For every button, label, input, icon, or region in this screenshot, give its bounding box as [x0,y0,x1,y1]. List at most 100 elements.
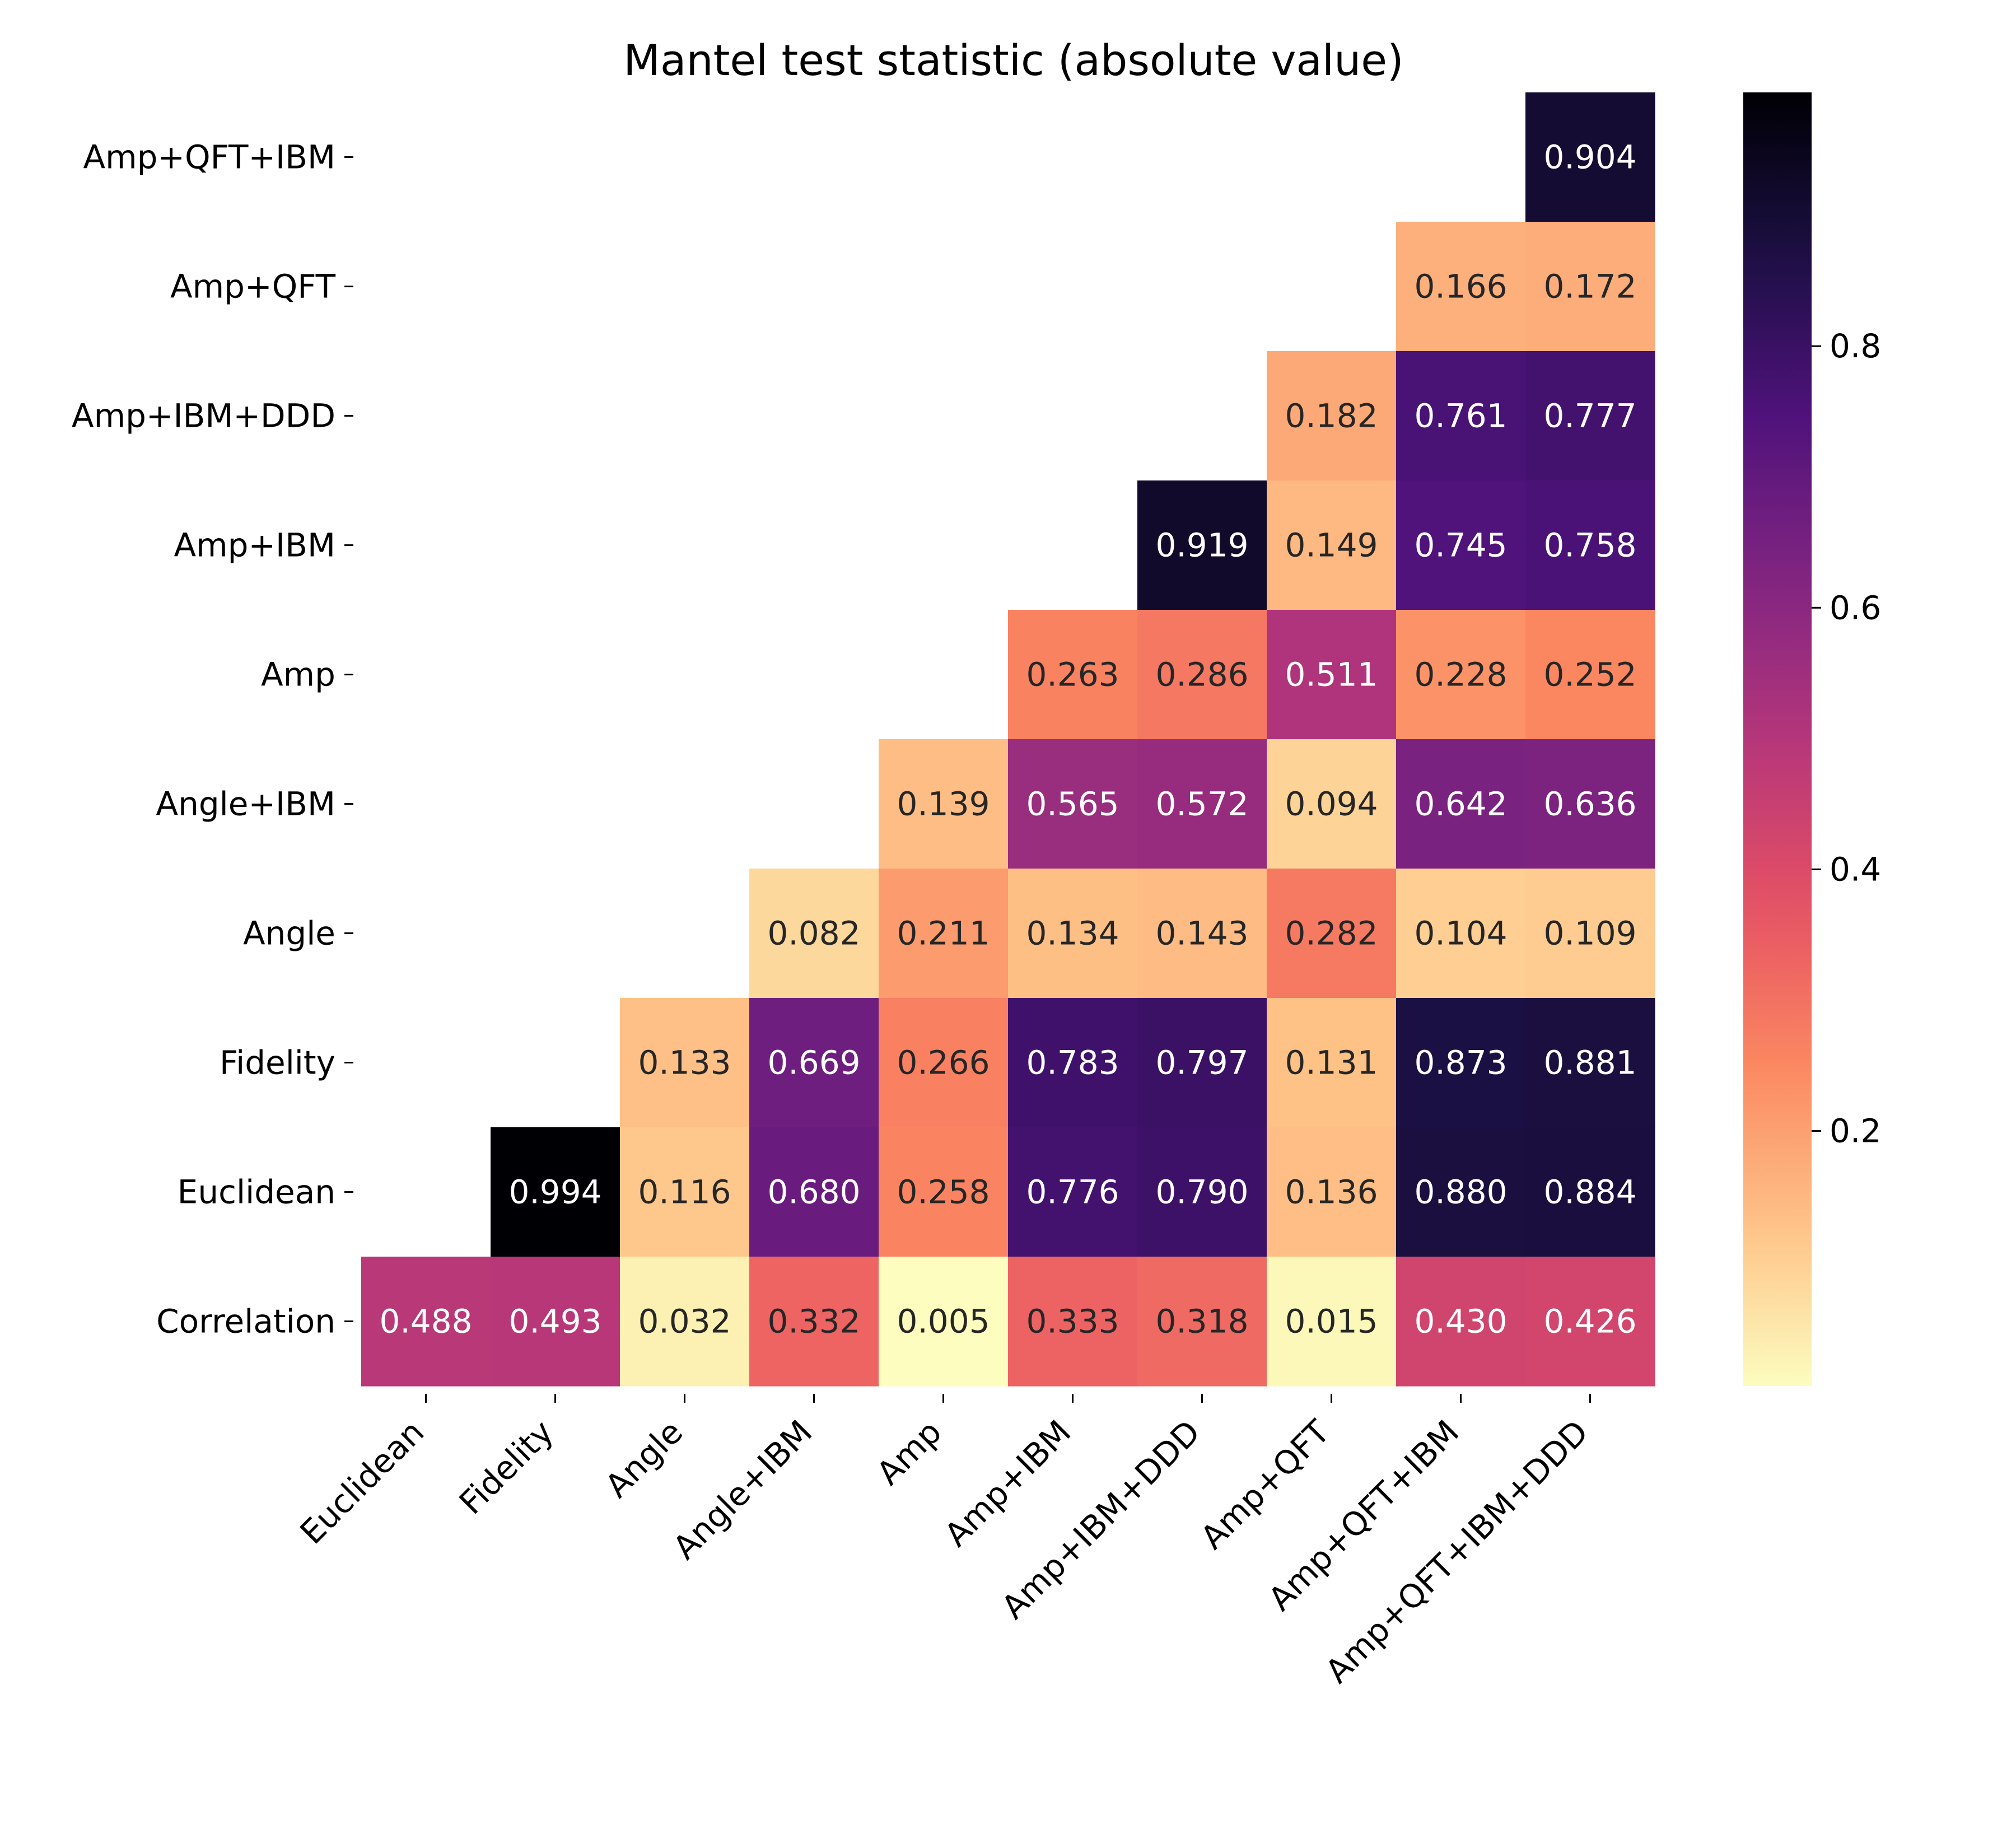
heatmap-cell [620,998,750,1128]
cell-value-label: 0.430 [1414,1303,1507,1341]
cell-value-label: 0.143 [1155,914,1248,953]
heatmap-cell [1008,610,1138,740]
heatmap-cell [1267,610,1397,740]
cell-value-label: 0.149 [1285,526,1378,564]
heatmap-cell [1137,869,1267,998]
cell-value-label: 0.318 [1155,1303,1248,1341]
cell-value-label: 0.493 [508,1303,601,1341]
heatmap-cell [1137,1127,1267,1257]
heatmap-cell [879,1127,1009,1257]
cell-value-label: 0.133 [638,1044,731,1082]
cell-value-label: 0.994 [508,1173,601,1211]
heatmap-cell [1267,739,1397,869]
heatmap-cell [1008,1257,1138,1387]
colorbar-tick-label: 0.8 [1830,327,1881,365]
cell-value-label: 0.884 [1543,1173,1636,1211]
y-axis-tick-labels: Amp+QFT+IBM Amp+QFT Amp+IBM+DDD Amp+IBM Amp A… [72,138,353,1341]
cell-value-label: 0.776 [1026,1173,1119,1211]
cell-value-label: 0.082 [767,914,860,953]
cell-value-label: 0.873 [1414,1044,1507,1082]
heatmap-cell [1396,739,1526,869]
cell-value-label: 0.136 [1285,1173,1378,1211]
cell-value-label: 0.680 [767,1173,860,1211]
heatmap-cell [1525,1127,1655,1257]
colorbar-tick-label: 0.2 [1830,1112,1881,1150]
cell-value-label: 0.131 [1285,1044,1378,1082]
colorbar-tick-label: 0.6 [1830,589,1881,627]
cell-value-label: 0.109 [1543,914,1636,953]
heatmap-cell [1396,998,1526,1128]
cell-value-label: 0.333 [1026,1303,1119,1341]
heatmap-cell [1008,1127,1138,1257]
cell-value-label: 0.642 [1414,785,1507,823]
cell-value-label: 0.761 [1414,397,1507,435]
heatmap-cell [1525,869,1655,998]
cell-value-label: 0.904 [1543,138,1636,176]
cell-value-label: 0.134 [1026,914,1119,953]
heatmap-cell [1008,739,1138,869]
cell-value-label: 0.286 [1155,656,1248,694]
heatmap-cell [749,869,879,998]
y-tick-label: Amp+IBM+DDD [72,397,335,435]
heatmap-cell [1525,739,1655,869]
cell-value-label: 0.511 [1285,656,1378,694]
heatmap-cell [491,1127,620,1257]
heatmap-cell [1525,351,1655,481]
cell-value-label: 0.488 [379,1303,472,1341]
cell-value-label: 0.263 [1026,656,1119,694]
cell-value-label: 0.919 [1155,526,1248,564]
cell-value-label: 0.211 [897,914,990,953]
heatmap-cell [1267,480,1397,610]
heatmap-cell [1525,610,1655,740]
cell-value-label: 0.094 [1285,785,1378,823]
heatmap-cell [1137,610,1267,740]
heatmap-cell [749,1257,879,1387]
y-tick-label: Fidelity [220,1044,335,1082]
y-tick-label: Correlation [156,1303,335,1341]
heatmap-cell [491,1257,620,1387]
cell-value-label: 0.426 [1543,1303,1636,1341]
heatmap-cell [1137,739,1267,869]
heatmap-cell [879,739,1009,869]
heatmap-cell [749,1127,879,1257]
cell-value-label: 0.104 [1414,914,1507,953]
heatmap-cell [1267,869,1397,998]
cell-value-label: 0.636 [1543,785,1636,823]
heatmap-cell [1396,1127,1526,1257]
heatmap-cell [1396,351,1526,481]
y-tick-label: Angle [243,914,335,953]
cell-value-label: 0.282 [1285,914,1378,953]
cell-value-label: 0.266 [897,1044,990,1082]
cell-value-label: 0.139 [897,785,990,823]
heatmap-cell [1396,869,1526,998]
cell-value-label: 0.572 [1155,785,1248,823]
y-tick-label: Amp [261,656,335,694]
cell-value-label: 0.745 [1414,526,1507,564]
cell-value-label: 0.790 [1155,1173,1248,1211]
y-tick-label: Euclidean [178,1173,335,1211]
cell-value-label: 0.116 [638,1173,731,1211]
cell-value-label: 0.182 [1285,397,1378,435]
heatmap-cell [1396,1257,1526,1387]
cell-value-label: 0.783 [1026,1044,1119,1082]
heatmap-cell [1525,998,1655,1128]
colorbar-ticks: 0.2 0.4 0.6 0.8 [1812,327,1881,1150]
cell-value-label: 0.258 [897,1173,990,1211]
heatmap-cell [1267,1127,1397,1257]
heatmap-cell [1137,1257,1267,1387]
heatmap-cell [620,1127,750,1257]
colorbar [1743,92,1812,1386]
heatmap-cell [1396,222,1526,352]
heatmap-cell [1525,480,1655,610]
heatmap-cell [1267,351,1397,481]
cell-value-label: 0.565 [1026,785,1119,823]
y-tick-label: Amp+QFT+IBM [83,138,335,176]
heatmap-cell [1396,480,1526,610]
heatmap-cell [879,1257,1009,1387]
heatmap-cell [1008,869,1138,998]
y-tick-label: Amp+QFT [170,268,336,306]
heatmap-cell [1525,222,1655,352]
heatmap-cells: 0.904 0.166 0.172 0.182 0.761 0.777 0.919 0.149… [361,92,1655,1387]
cell-value-label: 0.880 [1414,1173,1507,1211]
